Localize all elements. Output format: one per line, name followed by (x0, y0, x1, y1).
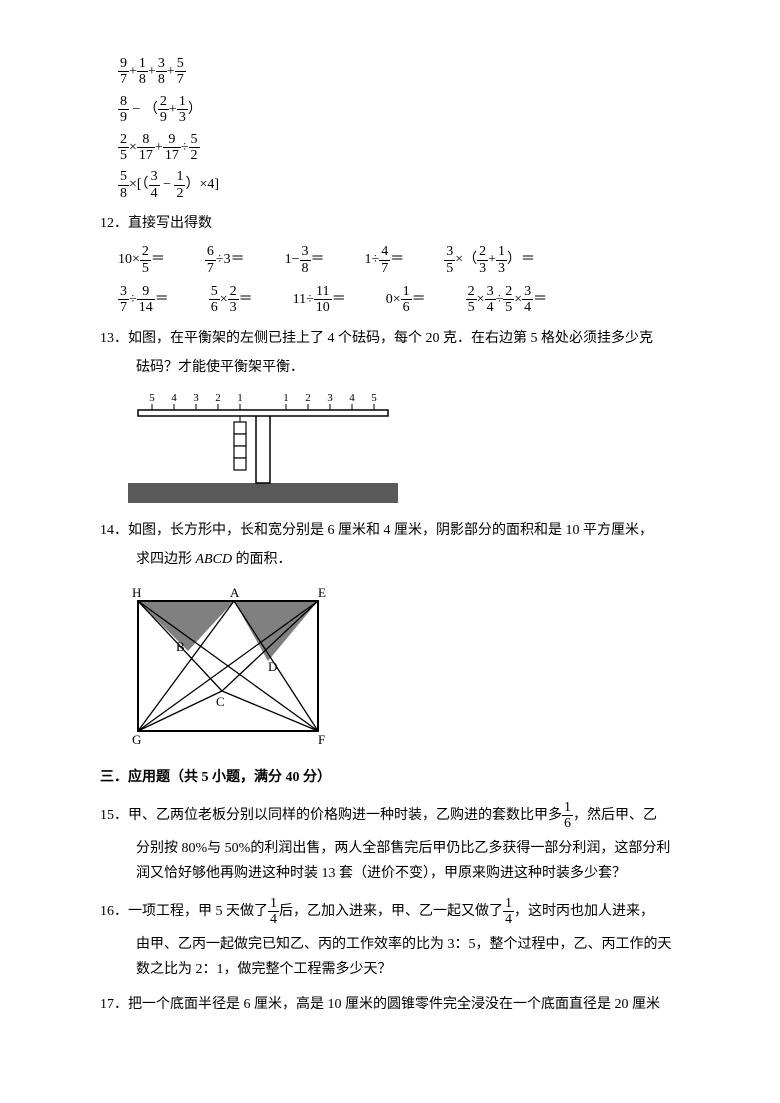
section-3-heading: 三．应用题（共 5 小题，满分 40 分） (100, 765, 690, 790)
question-14: 14．如图，长方形中，长和宽分别是 6 厘米和 4 厘米，阴影部分的面积和是 1… (100, 518, 690, 543)
question-15: 15．甲、乙两位老板分别以同样的价格购进一种时装，乙购进的套数比甲多16，然后甲… (100, 800, 690, 832)
q13-figure: 5 4 3 2 1 1 2 3 4 5 (118, 388, 690, 508)
q16-line1: 一项工程，甲 5 天做了14后，乙加入进来，甲、乙一起又做了14，这时丙也加人进… (128, 904, 654, 919)
svg-text:F: F (318, 732, 325, 747)
q15-line1: 甲、乙两位老板分别以同样的价格购进一种时装，乙购进的套数比甲多16，然后甲、乙 (128, 808, 657, 823)
eq-line-2: 89 − （29+13） (118, 94, 690, 126)
svg-text:5: 5 (149, 392, 155, 404)
svg-text:3: 3 (327, 392, 333, 404)
question-17: 17．把一个底面半径是 6 厘米，高是 10 厘米的圆锥零件完全浸没在一个底面直… (100, 992, 690, 1017)
q17-text: 把一个底面半径是 6 厘米，高是 10 厘米的圆锥零件完全浸没在一个底面直径是 … (128, 997, 660, 1012)
q12-text: 直接写出得数 (128, 216, 212, 231)
equation-block: 97+18+38+57 89 − （29+13） 25×817+917÷52 5… (118, 56, 690, 201)
eq-line-1: 97+18+38+57 (118, 56, 690, 88)
svg-text:B: B (176, 639, 185, 654)
eq-line-4: 58×[（34 − 12）×4] (118, 169, 690, 201)
q12-r1c3: 1−38＝ (285, 244, 325, 276)
svg-text:3: 3 (193, 392, 199, 404)
q12-r2c4: 0×16＝ (386, 284, 426, 316)
page-content: 97+18+38+57 89 − （29+13） 25×817+917÷52 5… (0, 0, 780, 1071)
question-12: 12．直接写出得数 (100, 211, 690, 236)
q17-number: 17． (100, 997, 128, 1012)
q14-figure: H A E G F B C D (118, 581, 690, 751)
svg-text:H: H (132, 585, 141, 600)
svg-text:D: D (268, 659, 277, 674)
svg-text:5: 5 (371, 392, 377, 404)
svg-text:G: G (132, 732, 141, 747)
svg-text:4: 4 (171, 392, 177, 404)
q12-r2c2: 56×23＝ (209, 284, 253, 316)
q12-r2c5: 25×34÷25×34＝ (466, 284, 548, 316)
q12-r1c1: 10×25＝ (118, 244, 165, 276)
q12-r1c4: 1÷47＝ (365, 244, 405, 276)
q12-r2c3: 11÷1110＝ (293, 284, 346, 316)
eq-line-3: 25×817+917÷52 (118, 132, 690, 164)
q12-r1c5: 35×（23+13）＝ (444, 244, 535, 276)
svg-text:C: C (216, 694, 225, 709)
q14-text2: 求四边形 ABCD 的面积． (136, 547, 690, 572)
q12-r1c2: 67÷3＝ (205, 244, 245, 276)
q12-row2: 37÷914＝ 56×23＝ 11÷1110＝ 0×16＝ 25×34÷25×3… (118, 284, 690, 316)
q13-text: 如图，在平衡架的左侧已挂上了 4 个砝码，每个 20 克．在右边第 5 格处必须… (128, 331, 653, 346)
q12-number: 12． (100, 216, 128, 231)
q12-r2c1: 37÷914＝ (118, 284, 169, 316)
q16-line2: 由甲、乙丙一起做完已知乙、丙的工作效率的比为 3：5，整个过程中，乙、丙工作的天 (136, 932, 690, 957)
q15-number: 15． (100, 808, 128, 823)
q13-text2: 砝码？才能使平衡架平衡． (136, 355, 690, 380)
q16-line3: 数之比为 2：1，做完整个工程需多少天？ (136, 957, 690, 982)
q14-text: 如图，长方形中，长和宽分别是 6 厘米和 4 厘米，阴影部分的面积和是 10 平… (128, 523, 653, 538)
question-13: 13．如图，在平衡架的左侧已挂上了 4 个砝码，每个 20 克．在右边第 5 格… (100, 326, 690, 351)
q13-number: 13． (100, 331, 128, 346)
svg-text:E: E (318, 585, 326, 600)
svg-text:A: A (230, 585, 240, 600)
q12-row1: 10×25＝ 67÷3＝ 1−38＝ 1÷47＝ 35×（23+13）＝ (118, 244, 690, 276)
svg-text:4: 4 (349, 392, 355, 404)
svg-text:1: 1 (283, 392, 289, 404)
q16-number: 16． (100, 904, 128, 919)
q15-line3: 润又恰好够他再购进这种时装 13 套（进价不变），甲原来购进这种时装多少套？ (136, 861, 690, 886)
svg-text:2: 2 (305, 392, 311, 404)
q14-number: 14． (100, 523, 128, 538)
svg-text:1: 1 (237, 392, 243, 404)
svg-text:2: 2 (215, 392, 221, 404)
q15-line2: 分别按 80%与 50%的利润出售，两人全部售完后甲仍比乙多获得一部分利润，这部… (136, 836, 690, 861)
question-16: 16．一项工程，甲 5 天做了14后，乙加入进来，甲、乙一起又做了14，这时丙也… (100, 896, 690, 928)
